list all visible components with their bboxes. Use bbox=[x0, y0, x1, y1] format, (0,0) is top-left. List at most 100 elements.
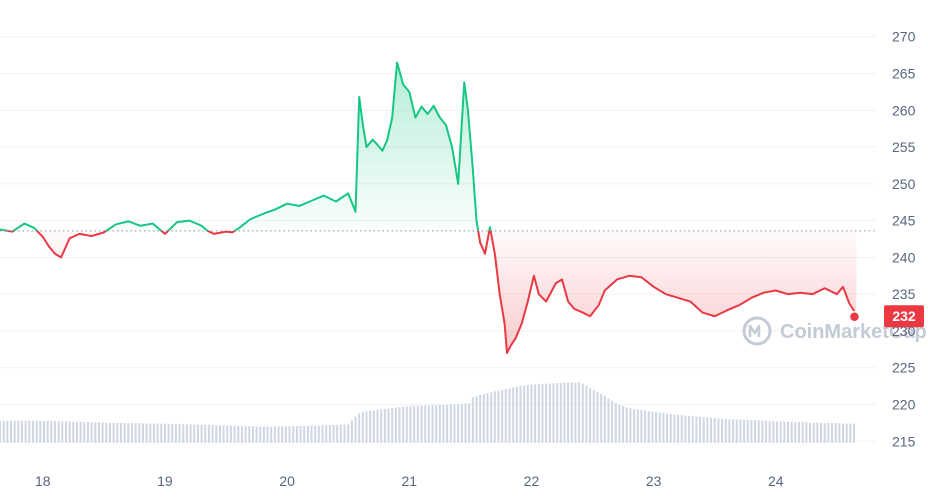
x-axis-ticks: 18 19 20 21 22 23 24 bbox=[35, 473, 784, 489]
volume-bar-28 bbox=[101, 422, 104, 443]
volume-bar-43 bbox=[156, 423, 159, 443]
volume-bar-117 bbox=[427, 405, 430, 443]
volume-bar-66 bbox=[240, 425, 243, 443]
volume-bar-105 bbox=[383, 408, 386, 443]
volume-bar-217 bbox=[794, 422, 797, 443]
volume-bar-26 bbox=[94, 422, 97, 443]
volume-bar-194 bbox=[710, 417, 713, 443]
volume-bar-173 bbox=[633, 408, 636, 443]
volume-bar-169 bbox=[618, 404, 621, 443]
volume-bar-225 bbox=[823, 422, 826, 443]
volume-bar-94 bbox=[343, 424, 346, 443]
volume-bar-198 bbox=[724, 419, 727, 443]
volume-bar-214 bbox=[783, 421, 786, 443]
volume-bar-115 bbox=[420, 405, 423, 443]
volume-bar-30 bbox=[108, 422, 111, 443]
volume-bar-9 bbox=[31, 420, 34, 443]
volume-bar-18 bbox=[64, 421, 67, 443]
volume-bar-205 bbox=[750, 419, 753, 443]
x-tick-label-20: 20 bbox=[279, 473, 295, 489]
volume-bar-111 bbox=[405, 406, 408, 443]
volume-bar-167 bbox=[611, 400, 614, 443]
volume-bar-95 bbox=[347, 424, 350, 443]
volume-bar-87 bbox=[317, 425, 320, 443]
area-above-baseline bbox=[0, 62, 491, 231]
volume-bar-130 bbox=[475, 396, 478, 443]
volume-bar-29 bbox=[105, 422, 108, 443]
volume-bar-170 bbox=[622, 405, 625, 443]
volume-bar-14 bbox=[50, 421, 53, 443]
volume-bar-179 bbox=[655, 412, 658, 443]
volume-bar-48 bbox=[174, 423, 177, 443]
volume-bar-154 bbox=[563, 382, 566, 443]
volume-bar-0 bbox=[0, 420, 2, 443]
volume-bar-110 bbox=[402, 406, 405, 443]
volume-bar-210 bbox=[768, 421, 771, 443]
y-tick-label-265: 265 bbox=[892, 65, 916, 81]
volume-bar-57 bbox=[207, 424, 210, 443]
volume-bar-138 bbox=[504, 389, 507, 443]
volume-bar-161 bbox=[589, 388, 592, 443]
x-tick-label-23: 23 bbox=[646, 473, 662, 489]
volume-bar-58 bbox=[211, 425, 214, 443]
volume-bar-178 bbox=[651, 411, 654, 443]
volume-bar-189 bbox=[691, 416, 694, 443]
volume-bar-10 bbox=[35, 420, 38, 443]
volume-bar-220 bbox=[805, 422, 808, 443]
volume-bars bbox=[0, 382, 856, 443]
volume-bar-114 bbox=[416, 405, 419, 443]
volume-bar-188 bbox=[688, 415, 691, 443]
volume-bar-116 bbox=[424, 405, 427, 443]
volume-bar-131 bbox=[479, 394, 482, 443]
volume-bar-2 bbox=[6, 420, 9, 443]
volume-bar-187 bbox=[684, 415, 687, 443]
volume-bar-79 bbox=[288, 426, 291, 443]
volume-bar-88 bbox=[321, 425, 324, 443]
price-line-up bbox=[0, 61, 492, 231]
volume-bar-102 bbox=[372, 410, 375, 443]
volume-bar-229 bbox=[838, 423, 841, 443]
volume-bar-145 bbox=[530, 384, 533, 443]
volume-bar-106 bbox=[387, 408, 390, 443]
volume-bar-140 bbox=[512, 387, 515, 443]
volume-bar-90 bbox=[328, 425, 331, 443]
volume-bar-137 bbox=[501, 389, 504, 443]
volume-bar-223 bbox=[816, 422, 819, 443]
volume-bar-221 bbox=[809, 422, 812, 443]
volume-bar-164 bbox=[600, 393, 603, 443]
volume-bar-175 bbox=[640, 410, 643, 443]
volume-bar-196 bbox=[717, 418, 720, 443]
volume-bar-204 bbox=[746, 419, 749, 443]
volume-bar-222 bbox=[812, 422, 815, 443]
volume-bar-146 bbox=[534, 384, 537, 443]
volume-bar-219 bbox=[801, 422, 804, 443]
volume-bar-1 bbox=[2, 420, 5, 443]
price-line-down bbox=[2, 230, 858, 355]
volume-bar-149 bbox=[545, 383, 548, 443]
volume-bar-16 bbox=[57, 421, 60, 443]
volume-bar-76 bbox=[277, 426, 280, 443]
volume-bar-4 bbox=[13, 420, 16, 443]
volume-bar-147 bbox=[537, 384, 540, 443]
volume-bar-211 bbox=[772, 421, 775, 443]
volume-bar-64 bbox=[233, 425, 236, 443]
volume-bar-72 bbox=[262, 426, 265, 443]
volume-bar-22 bbox=[79, 421, 82, 443]
price-line bbox=[0, 61, 858, 355]
volume-bar-42 bbox=[152, 423, 155, 443]
volume-bar-213 bbox=[779, 421, 782, 443]
volume-bar-34 bbox=[123, 423, 126, 443]
volume-bar-71 bbox=[259, 426, 262, 443]
volume-bar-37 bbox=[134, 423, 137, 443]
y-tick-label-235: 235 bbox=[892, 286, 916, 302]
volume-bar-52 bbox=[189, 424, 192, 443]
volume-bar-53 bbox=[193, 424, 196, 443]
volume-bar-109 bbox=[398, 407, 401, 443]
volume-bar-232 bbox=[849, 423, 852, 443]
volume-bar-24 bbox=[86, 422, 89, 443]
volume-bar-101 bbox=[369, 410, 372, 443]
volume-bar-15 bbox=[53, 421, 56, 443]
volume-bar-123 bbox=[449, 404, 452, 443]
